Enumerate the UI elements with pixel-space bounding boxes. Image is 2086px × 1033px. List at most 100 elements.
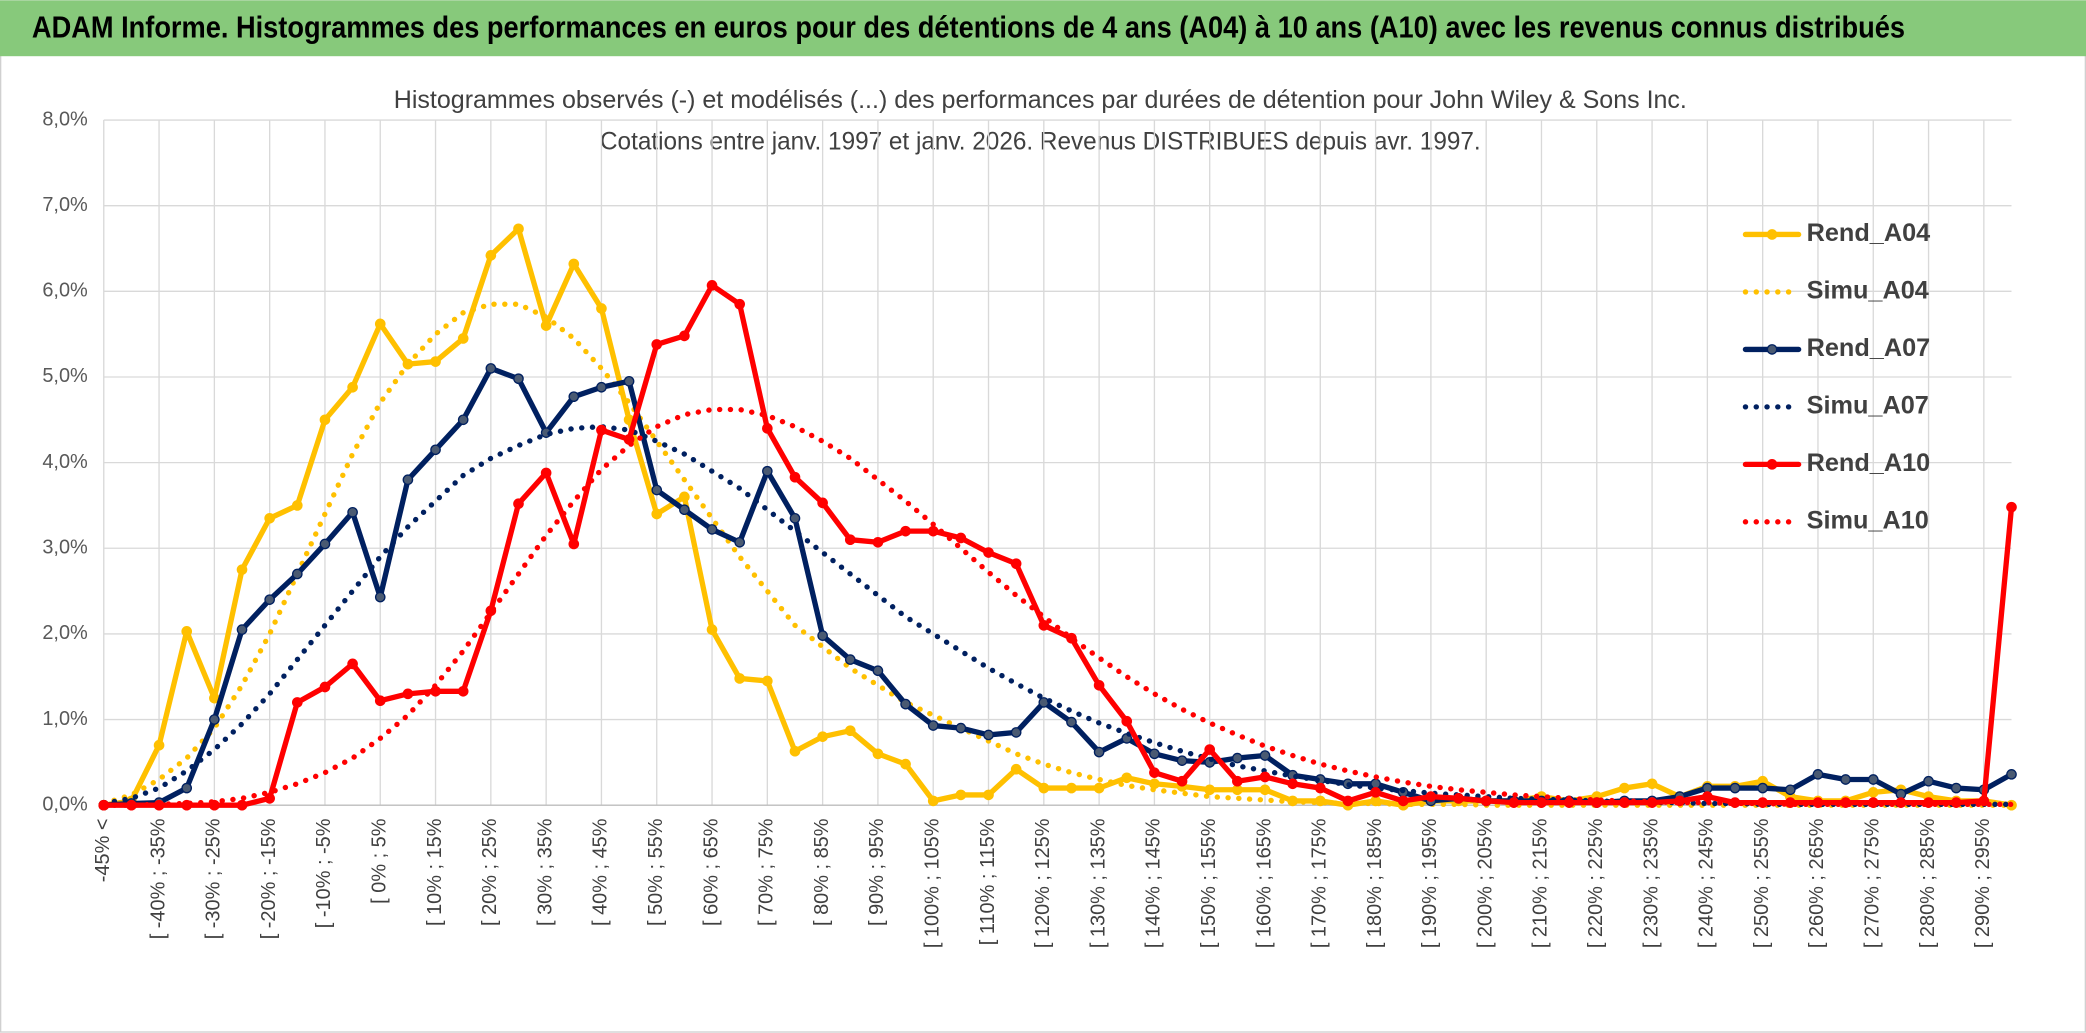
point-marker: [844, 534, 856, 546]
point-marker: [1010, 558, 1022, 569]
point-marker: [651, 508, 663, 520]
point-marker: [1149, 778, 1160, 790]
point-marker: [1204, 744, 1216, 755]
point-marker: [762, 423, 773, 434]
point-marker: [1093, 782, 1105, 794]
point-marker: [374, 591, 386, 603]
point-marker: [513, 223, 524, 235]
observed-line: [101, 282, 2015, 808]
point-marker: [1010, 763, 1022, 775]
point-marker: [706, 280, 718, 291]
point-marker: [374, 318, 386, 330]
point-marker: [1619, 782, 1630, 794]
point-marker: [651, 484, 663, 496]
x-tick-label: [ 40% ; 45%: [590, 818, 612, 926]
point-marker: [955, 789, 967, 801]
point-marker: [236, 624, 248, 635]
point-marker: [457, 414, 469, 426]
point-marker: [568, 538, 580, 550]
model-line: [101, 406, 2015, 808]
point-marker: [844, 654, 856, 665]
point-marker: [568, 391, 580, 402]
point-marker: [513, 498, 524, 510]
point-marker: [485, 363, 497, 374]
point-marker: [1812, 769, 1824, 780]
x-tick-label: [ 30% ; 35%: [534, 818, 556, 926]
legend-label: Rend_A04: [1807, 219, 1931, 247]
y-tick-label: 7,0%: [42, 194, 88, 216]
point-marker: [734, 673, 745, 684]
point-marker: [1453, 793, 1464, 804]
x-tick-label: [ 150% ; 155%: [1198, 818, 1220, 948]
point-marker: [1757, 782, 1768, 794]
point-marker: [291, 697, 303, 708]
x-tick-label: [ 50% ; 55%: [645, 818, 667, 926]
y-tick-label: 0,0%: [42, 793, 88, 815]
x-tick-label: [ 250% ; 255%: [1751, 818, 1773, 948]
point-marker: [402, 688, 414, 700]
point-marker: [734, 298, 745, 310]
point-marker: [1038, 782, 1050, 794]
point-marker: [153, 739, 165, 751]
legend-marker: [1766, 459, 1778, 470]
point-marker: [900, 525, 911, 537]
header-bar: [0, 0, 2086, 57]
x-tick-label: [ 70% ; 75%: [756, 818, 778, 926]
point-marker: [679, 330, 690, 342]
point-marker: [1149, 767, 1160, 778]
point-marker: [844, 725, 856, 737]
y-tick-label: 3,0%: [42, 537, 88, 559]
model-line: [101, 423, 2015, 807]
point-marker: [651, 339, 663, 350]
point-marker: [1232, 775, 1243, 787]
x-tick-label: [ 180% ; 185%: [1364, 818, 1386, 948]
point-marker: [1176, 775, 1188, 787]
x-tick-label: [ 10% ; 15%: [424, 818, 446, 926]
y-tick-label: 5,0%: [42, 365, 88, 387]
point-marker: [209, 714, 220, 725]
point-marker: [1646, 778, 1658, 790]
x-tick-label: [ 130% ; 135%: [1087, 818, 1109, 948]
point-marker: [264, 594, 275, 605]
point-marker: [291, 568, 303, 580]
legend-label: Rend_A07: [1807, 334, 1931, 362]
x-tick-label: [ 240% ; 245%: [1696, 818, 1718, 948]
point-marker: [181, 782, 193, 794]
point-marker: [1093, 679, 1105, 691]
point-marker: [1425, 791, 1437, 802]
point-marker: [430, 444, 441, 456]
x-tick-label: [ 270% ; 275%: [1862, 818, 1884, 948]
point-marker: [1010, 727, 1022, 738]
y-tick-label: 8,0%: [42, 108, 88, 130]
legend-label: Simu_A10: [1807, 506, 1929, 534]
point-marker: [347, 658, 358, 670]
legend-label: Rend_A10: [1807, 449, 1931, 477]
legend-marker: [1766, 344, 1778, 355]
point-marker: [457, 685, 469, 697]
point-marker: [596, 303, 607, 314]
point-marker: [347, 506, 358, 518]
point-marker: [457, 333, 469, 344]
point-marker: [1950, 782, 1962, 794]
x-tick-label: [ 280% ; 285%: [1917, 818, 1939, 948]
x-tick-label: [ 260% ; 265%: [1806, 818, 1828, 948]
x-tick-label: [ 100% ; 105%: [921, 818, 943, 948]
x-tick-label: [ 200% ; 205%: [1474, 818, 1496, 948]
x-tick-label: [ -10% ; -5%: [313, 818, 335, 928]
chart-subtitle: Cotations entre janv. 1997 et janv. 2026…: [600, 127, 1481, 155]
point-marker: [983, 547, 994, 558]
x-tick-label: [ 80% ; 85%: [811, 818, 833, 926]
point-marker: [2006, 769, 2017, 780]
point-marker: [319, 414, 331, 426]
y-tick-label: 4,0%: [42, 451, 88, 473]
point-marker: [319, 681, 331, 693]
point-marker: [872, 536, 884, 548]
point-marker: [291, 500, 303, 511]
point-marker: [1397, 795, 1409, 807]
point-marker: [264, 512, 275, 524]
point-marker: [1259, 771, 1271, 783]
x-tick-label: [ 140% ; 145%: [1143, 818, 1165, 948]
point-marker: [623, 375, 635, 387]
point-marker: [1232, 752, 1243, 764]
header-title: ADAM Informe. Histogrammes des performan…: [32, 11, 1905, 45]
